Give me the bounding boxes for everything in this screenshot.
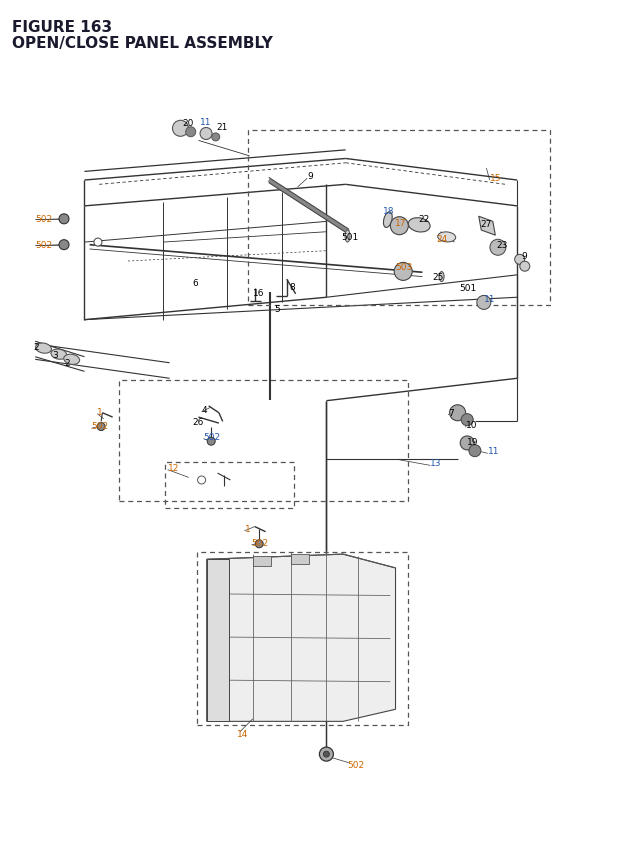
- Text: 13: 13: [430, 459, 442, 468]
- Circle shape: [186, 127, 196, 138]
- Ellipse shape: [345, 231, 350, 243]
- Circle shape: [469, 445, 481, 457]
- Text: 4: 4: [202, 406, 207, 414]
- Circle shape: [198, 476, 205, 485]
- Circle shape: [97, 423, 105, 431]
- Text: 502: 502: [92, 422, 109, 430]
- Bar: [291, 554, 309, 565]
- Circle shape: [255, 540, 263, 548]
- Text: 502: 502: [35, 241, 52, 250]
- Circle shape: [319, 747, 333, 761]
- Ellipse shape: [408, 219, 430, 232]
- Circle shape: [59, 240, 69, 251]
- Text: 503: 503: [396, 263, 413, 271]
- Circle shape: [450, 406, 466, 421]
- Text: 5: 5: [275, 305, 280, 313]
- Ellipse shape: [439, 272, 444, 282]
- Text: 502: 502: [35, 215, 52, 224]
- Circle shape: [173, 121, 189, 137]
- Text: 25: 25: [433, 273, 444, 282]
- Circle shape: [59, 214, 69, 225]
- Text: 22: 22: [419, 215, 430, 224]
- Text: 2: 2: [33, 343, 39, 351]
- Text: 501: 501: [342, 233, 359, 242]
- Polygon shape: [207, 560, 229, 722]
- Text: 502: 502: [252, 538, 269, 547]
- Text: 9: 9: [522, 252, 527, 261]
- Circle shape: [323, 752, 330, 757]
- Text: 19: 19: [467, 437, 479, 446]
- Text: 16: 16: [253, 289, 265, 298]
- Text: 8: 8: [289, 282, 295, 291]
- Polygon shape: [479, 217, 495, 236]
- Ellipse shape: [64, 355, 79, 365]
- Text: 12: 12: [168, 463, 179, 472]
- Circle shape: [390, 218, 408, 235]
- Text: 15: 15: [490, 174, 501, 183]
- Text: 3: 3: [52, 350, 58, 359]
- Circle shape: [477, 296, 491, 310]
- Circle shape: [490, 240, 506, 256]
- Text: 11: 11: [484, 295, 495, 304]
- Circle shape: [207, 437, 215, 446]
- Text: 1: 1: [244, 524, 250, 533]
- Text: 10: 10: [466, 421, 477, 430]
- Text: 501: 501: [460, 284, 477, 293]
- Text: FIGURE 163: FIGURE 163: [12, 20, 112, 35]
- Ellipse shape: [383, 213, 392, 228]
- Bar: [253, 556, 271, 567]
- Text: 26: 26: [192, 418, 204, 426]
- Polygon shape: [207, 554, 396, 722]
- Ellipse shape: [36, 344, 51, 354]
- Circle shape: [212, 133, 220, 142]
- Circle shape: [515, 255, 525, 265]
- Text: 6: 6: [192, 279, 198, 288]
- Text: 9: 9: [307, 172, 313, 181]
- Text: 2: 2: [64, 359, 70, 368]
- Text: 21: 21: [216, 123, 228, 132]
- Circle shape: [461, 414, 473, 426]
- Ellipse shape: [51, 350, 67, 360]
- Text: 20: 20: [182, 119, 194, 127]
- Text: 14: 14: [237, 729, 248, 738]
- Circle shape: [394, 263, 412, 281]
- Text: 1: 1: [97, 407, 103, 416]
- Text: 18: 18: [383, 207, 394, 215]
- Ellipse shape: [438, 232, 456, 243]
- Text: 27: 27: [480, 220, 492, 228]
- Text: 17: 17: [395, 219, 406, 227]
- Circle shape: [94, 238, 102, 247]
- Circle shape: [460, 437, 474, 450]
- Text: 24: 24: [436, 235, 448, 244]
- Text: 502: 502: [348, 760, 365, 769]
- Text: OPEN/CLOSE PANEL ASSEMBLY: OPEN/CLOSE PANEL ASSEMBLY: [12, 36, 273, 51]
- Text: 11: 11: [200, 118, 212, 127]
- Text: 11: 11: [488, 447, 499, 455]
- Text: 502: 502: [204, 432, 221, 441]
- Circle shape: [520, 262, 530, 272]
- Circle shape: [200, 128, 212, 140]
- Text: 7: 7: [448, 409, 454, 418]
- Text: 23: 23: [496, 241, 508, 250]
